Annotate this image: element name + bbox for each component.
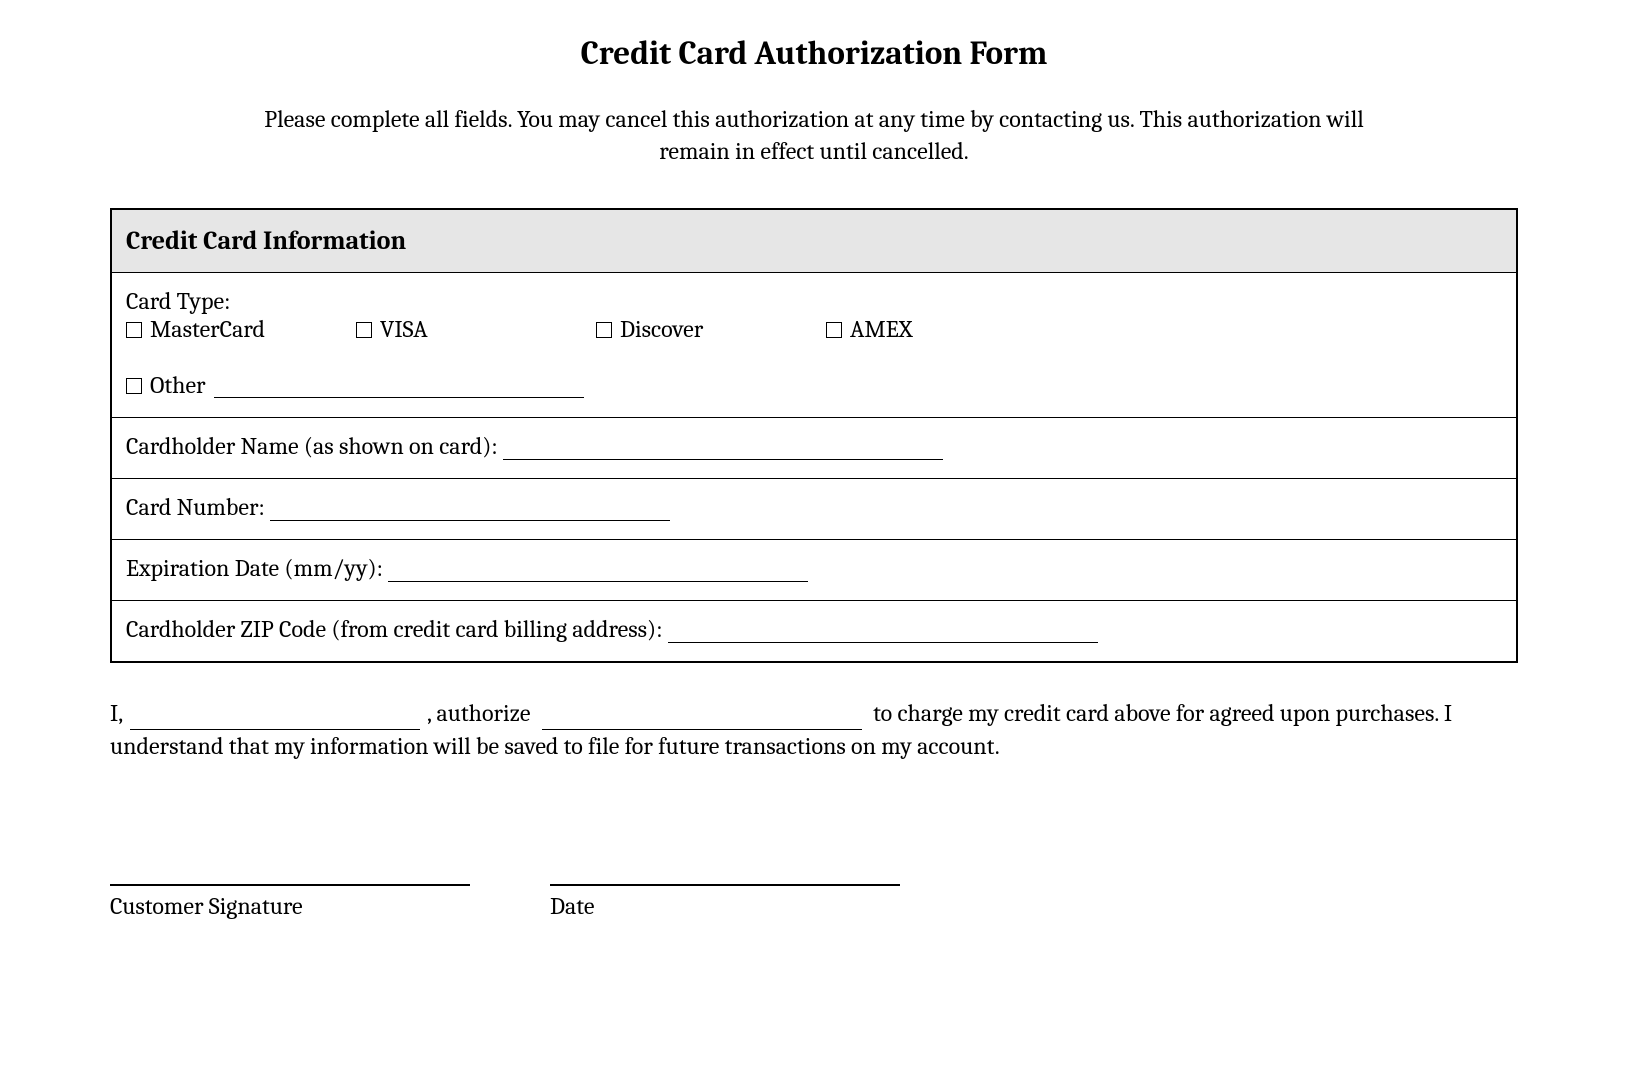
- customer-signature-line[interactable]: [110, 884, 470, 886]
- card-info-table: Credit Card Information Card Type: Maste…: [110, 208, 1518, 663]
- option-discover[interactable]: Discover: [596, 315, 826, 343]
- card-type-options: MasterCard VISA Discover AMEX: [126, 315, 1502, 399]
- checkbox-icon[interactable]: [356, 322, 372, 338]
- section-header: Credit Card Information: [112, 210, 1516, 273]
- auth-prefix: I,: [110, 699, 122, 727]
- option-mastercard[interactable]: MasterCard: [126, 315, 356, 343]
- customer-signature-label: Customer Signature: [110, 892, 470, 920]
- option-label: Discover: [620, 315, 703, 343]
- card-number-row: Card Number:: [112, 479, 1516, 540]
- customer-signature-block: Customer Signature: [110, 884, 470, 920]
- field-label: Cardholder ZIP Code (from credit card bi…: [126, 615, 662, 643]
- auth-merchant-input-line[interactable]: [542, 704, 862, 730]
- option-label: MasterCard: [150, 315, 265, 343]
- authorization-paragraph: I, , authorize to charge my credit card …: [110, 697, 1518, 764]
- date-line[interactable]: [550, 884, 900, 886]
- option-label: AMEX: [850, 315, 912, 343]
- zip-input-line[interactable]: [668, 616, 1098, 642]
- date-block: Date: [550, 884, 900, 920]
- card-type-label: Card Type:: [126, 287, 276, 315]
- option-visa[interactable]: VISA: [356, 315, 596, 343]
- expiration-input-line[interactable]: [388, 555, 808, 581]
- field-label: Cardholder Name (as shown on card):: [126, 432, 497, 460]
- other-input-line[interactable]: [214, 372, 584, 398]
- checkbox-icon[interactable]: [826, 322, 842, 338]
- zip-row: Cardholder ZIP Code (from credit card bi…: [112, 601, 1516, 661]
- option-label: Other: [150, 371, 206, 399]
- card-type-row: Card Type: MasterCard VISA Discover: [112, 273, 1516, 418]
- checkbox-icon[interactable]: [596, 322, 612, 338]
- checkbox-icon[interactable]: [126, 378, 142, 394]
- form-title: Credit Card Authorization Form: [110, 35, 1518, 73]
- page: Credit Card Authorization Form Please co…: [0, 0, 1628, 1084]
- card-number-input-line[interactable]: [270, 494, 670, 520]
- signature-row: Customer Signature Date: [110, 884, 1518, 920]
- expiration-row: Expiration Date (mm/yy):: [112, 540, 1516, 601]
- field-label: Card Number:: [126, 493, 265, 521]
- auth-middle: , authorize: [427, 699, 531, 727]
- option-other[interactable]: Other: [126, 371, 584, 399]
- cardholder-name-row: Cardholder Name (as shown on card):: [112, 418, 1516, 479]
- date-label: Date: [550, 892, 900, 920]
- field-label: Expiration Date (mm/yy):: [126, 554, 383, 582]
- option-label: VISA: [380, 315, 428, 343]
- intro-text: Please complete all fields. You may canc…: [264, 103, 1364, 168]
- option-amex[interactable]: AMEX: [826, 315, 976, 343]
- checkbox-icon[interactable]: [126, 322, 142, 338]
- cardholder-name-input-line[interactable]: [503, 433, 943, 459]
- auth-name-input-line[interactable]: [130, 704, 420, 730]
